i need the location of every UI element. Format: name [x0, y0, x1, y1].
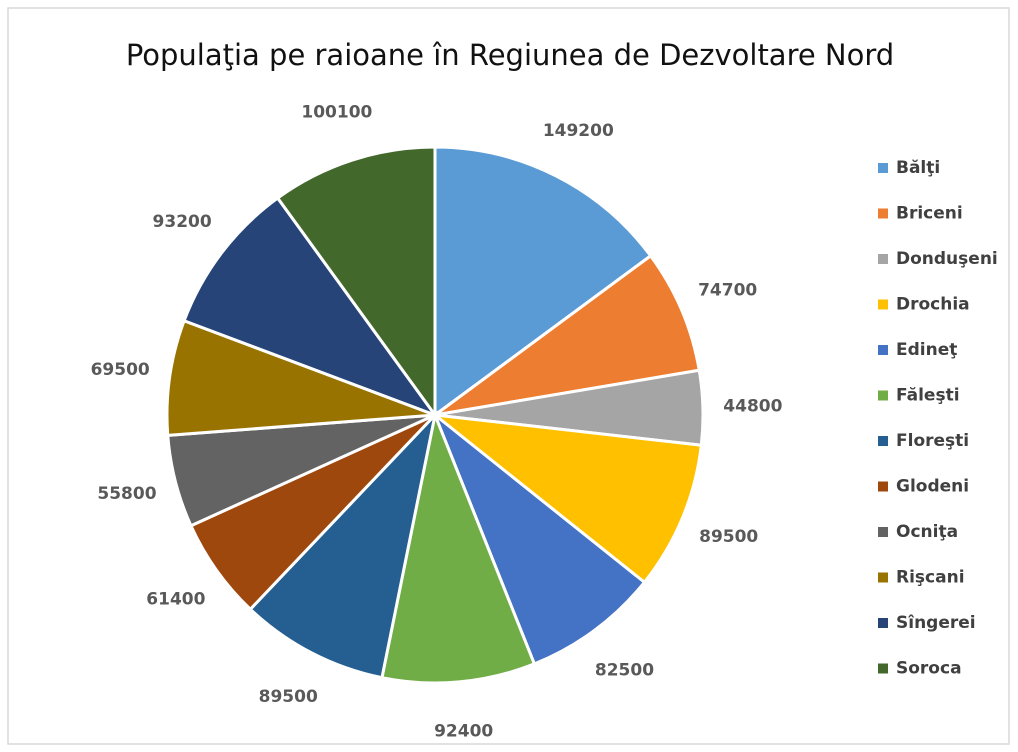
legend-swatch: [878, 163, 888, 173]
legend-label: Sîngerei: [896, 613, 976, 633]
data-label: 149200: [543, 121, 614, 141]
data-label: 100100: [301, 103, 372, 123]
legend-label: Floreşti: [896, 431, 969, 451]
data-label: 69500: [91, 360, 150, 380]
legend-label: Ocniţa: [896, 522, 958, 542]
pie-slice: [380, 409, 537, 685]
pie-slice: [431, 410, 647, 666]
data-label: 89500: [259, 687, 318, 707]
legend-swatch: [878, 527, 888, 537]
pie-slice: [182, 195, 440, 419]
data-label: 89500: [699, 527, 758, 547]
pie-slice: [248, 410, 438, 680]
pie-slice: [434, 253, 701, 417]
legend-swatch: [878, 572, 888, 583]
pie-slice: [433, 145, 653, 418]
data-label: 61400: [146, 589, 205, 609]
pie-slice: [429, 412, 703, 585]
legend-label: Făleşti: [896, 386, 960, 406]
data-label: 44800: [723, 396, 782, 416]
legend-swatch: [878, 436, 888, 446]
legend-swatch: [878, 663, 888, 674]
chart-title: Populaţia pe raioane în Regiunea de Dezv…: [126, 38, 894, 72]
pie-slice: [165, 318, 436, 437]
data-label: 55800: [97, 484, 156, 504]
data-label: 82500: [595, 660, 654, 680]
legend-label: Donduşeni: [896, 249, 998, 269]
data-label: 92400: [434, 722, 493, 742]
legend-swatch: [878, 481, 888, 492]
legend-label: Drochia: [896, 295, 970, 315]
legend-swatch: [878, 208, 888, 219]
legend-label: Rişcani: [896, 568, 965, 588]
legend-swatch: [878, 345, 888, 355]
data-label: 93200: [153, 212, 212, 232]
pie-slice: [275, 145, 437, 420]
legend-swatch: [878, 390, 888, 401]
legend-label: Soroca: [896, 659, 962, 679]
legend-label: Glodeni: [896, 477, 969, 497]
legend-label: Briceni: [896, 204, 963, 224]
legend-swatch: [878, 618, 888, 628]
legend-swatch: [878, 299, 888, 310]
legend-label: Edineţ: [896, 340, 957, 360]
legend-label: Bălţi: [896, 158, 940, 178]
data-label: 74700: [698, 281, 757, 301]
legend-swatch: [878, 254, 888, 264]
